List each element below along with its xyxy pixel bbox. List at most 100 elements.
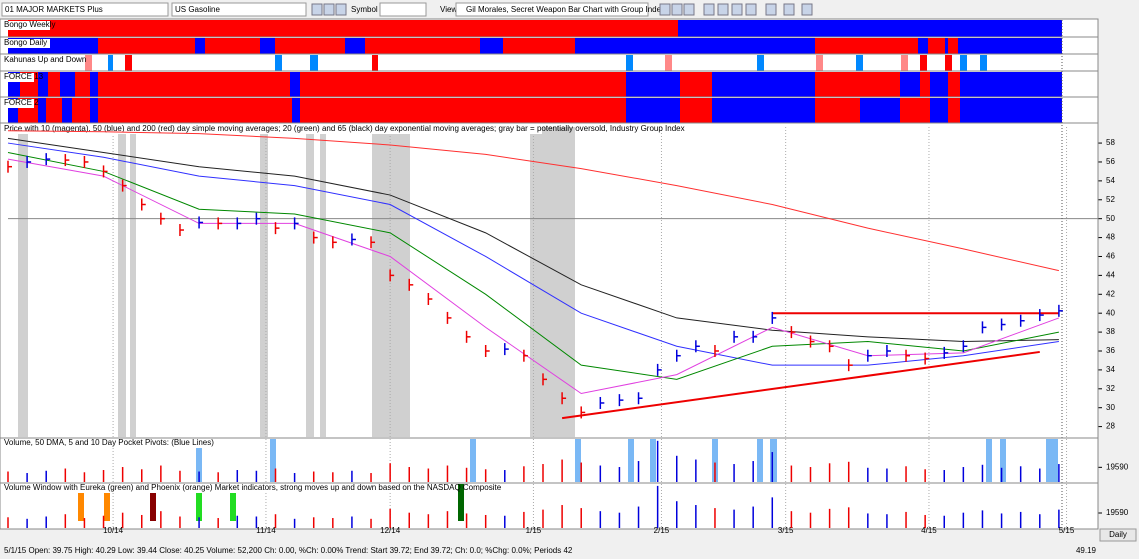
toolbar-icon[interactable] (659, 3, 671, 16)
toolbar-icon[interactable] (731, 3, 743, 16)
volume-bar (1058, 464, 1060, 482)
oversold-bar (306, 127, 314, 437)
price-bar (332, 236, 337, 249)
view-select[interactable] (455, 2, 649, 17)
toolbar-icon[interactable] (311, 3, 323, 16)
volume-bar (141, 469, 143, 482)
price-bar (274, 222, 280, 235)
toolbar-icon[interactable] (765, 3, 777, 16)
strip-segment (901, 55, 908, 71)
price-bar (102, 165, 108, 178)
toolbar-icon[interactable] (801, 3, 813, 16)
strip-segment (125, 55, 132, 71)
strip-label: Bongo Daily (4, 38, 47, 47)
toolbar-icon[interactable] (717, 3, 729, 16)
strip-segment (503, 38, 575, 54)
market-indicator (230, 484, 236, 521)
volume-bar (121, 467, 124, 482)
volume-bar (83, 472, 86, 482)
strip-label: FORCE 13 (4, 72, 44, 81)
strip-segment (275, 38, 345, 54)
strip-segment (98, 38, 195, 54)
y-tick-label: 48 (1106, 233, 1115, 242)
strip-segment (205, 38, 260, 54)
timeframe-button[interactable] (1099, 528, 1137, 542)
oversold-bar (530, 127, 575, 437)
volume-bar (656, 485, 659, 528)
volume-bar (867, 467, 869, 482)
pocket-pivot (270, 439, 276, 482)
x-tick-label: 4/15 (921, 526, 937, 535)
symbol-input[interactable] (379, 2, 427, 17)
strip-segment (38, 72, 48, 97)
strip-segment (62, 98, 72, 123)
strip-segment (712, 98, 815, 123)
price-bar (26, 155, 32, 168)
price-bar (121, 179, 127, 192)
volume-bar (312, 471, 315, 482)
volume-bar (886, 468, 888, 482)
volume-bar (733, 464, 735, 482)
toolbar-icon[interactable] (703, 3, 715, 16)
toolbar-icon[interactable] (783, 3, 795, 16)
volume-bar (179, 470, 181, 482)
volume-bar (637, 461, 640, 482)
volume-bar (179, 516, 181, 528)
symbol-label: Symbol (351, 5, 378, 14)
price-bar (484, 344, 490, 357)
volume-bar (26, 518, 28, 528)
price-bar (160, 212, 165, 225)
price-bar (771, 311, 777, 324)
price-bar (312, 231, 318, 244)
volume-bar (332, 518, 334, 528)
volume-bar (408, 512, 410, 528)
strip-segment (292, 98, 300, 123)
volume-bar (121, 512, 124, 528)
price-bar (427, 293, 433, 306)
price-bar (446, 311, 452, 324)
y-tick-label: 52 (1106, 195, 1115, 204)
toolbar-icon[interactable] (323, 3, 335, 16)
y-tick-label: 30 (1106, 403, 1115, 412)
oversold-bar (18, 127, 28, 437)
market-indicator (78, 484, 84, 521)
strip (8, 98, 1062, 123)
volume-bar (351, 470, 353, 482)
market-indicator (458, 484, 464, 521)
y-tick-label: 58 (1106, 138, 1115, 147)
oversold-bar (320, 127, 326, 437)
volume-bar (981, 510, 984, 528)
symbol-list-select[interactable] (171, 2, 307, 17)
price-bar (943, 346, 949, 359)
pocket-pivot (1000, 439, 1006, 482)
y-tick-label: 54 (1106, 176, 1115, 185)
price-bar (7, 160, 12, 173)
trend-line (561, 350, 1040, 420)
volume-bar (695, 459, 697, 482)
volume-bar (236, 515, 239, 528)
price-bar (236, 217, 242, 230)
oversold-bar (260, 127, 268, 437)
price-bar (733, 330, 739, 343)
pocket-pivot (628, 439, 634, 482)
volume-bar (905, 511, 907, 528)
price-bar (523, 349, 528, 362)
volume-bar (1058, 509, 1060, 528)
volume-bar (1039, 468, 1041, 482)
volume-bar (64, 468, 67, 482)
toolbar-icon[interactable] (671, 3, 683, 16)
volume-bar (943, 515, 945, 528)
toolbar-icon[interactable] (335, 3, 347, 16)
toolbar-icon[interactable] (683, 3, 695, 16)
strip-segment (860, 98, 900, 123)
strip-label: Bongo Weekly (4, 20, 55, 29)
volume-bar (255, 470, 258, 482)
y-tick-label: 36 (1106, 346, 1115, 355)
price-bar (809, 335, 815, 348)
volume-bar (26, 473, 28, 482)
strip-segment (90, 98, 98, 123)
volume-bar (733, 509, 735, 528)
watchlist-select[interactable] (1, 2, 169, 17)
toolbar-icon[interactable] (745, 3, 757, 16)
volume-bar (45, 470, 47, 482)
